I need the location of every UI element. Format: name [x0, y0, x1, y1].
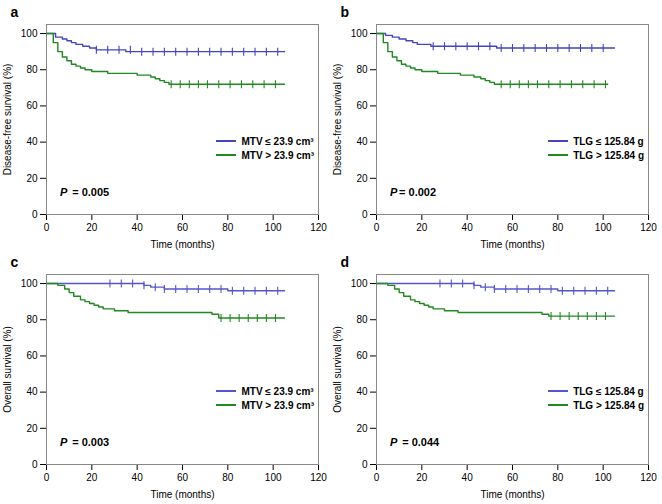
svg-text:0: 0 [374, 472, 380, 483]
svg-text:120: 120 [640, 222, 657, 233]
svg-text:20: 20 [86, 222, 98, 233]
svg-text:20: 20 [356, 423, 368, 434]
svg-text:20: 20 [86, 472, 98, 483]
html-text:MTV ≤ 23.9 cm³: MTV ≤ 23.9 cm³ [241, 135, 314, 147]
svg-text:= 0.044: = 0.044 [399, 436, 440, 448]
svg-text:60: 60 [26, 350, 38, 361]
svg-text:40: 40 [132, 222, 144, 233]
svg-text:P: P [60, 186, 68, 198]
svg-text:60: 60 [356, 350, 368, 361]
html-text:MTV ≤ 23.9 cm³: MTV ≤ 23.9 cm³ [241, 385, 314, 397]
svg-text:80: 80 [552, 472, 564, 483]
svg-text:40: 40 [356, 136, 368, 147]
svg-text:20: 20 [416, 222, 428, 233]
svg-text:120: 120 [310, 472, 327, 483]
svg-text:Time (months): Time (months) [150, 489, 214, 500]
svg-text:0: 0 [32, 459, 38, 470]
svg-text:100: 100 [351, 28, 368, 39]
svg-text:b: b [341, 4, 350, 20]
svg-text:P: P [60, 436, 68, 448]
svg-text:120: 120 [640, 472, 657, 483]
svg-text:20: 20 [416, 472, 428, 483]
svg-text:80: 80 [222, 472, 234, 483]
svg-text:100: 100 [21, 28, 38, 39]
svg-text:80: 80 [26, 64, 38, 75]
svg-text:120: 120 [310, 222, 327, 233]
svg-text:80: 80 [356, 314, 368, 325]
svg-text:100: 100 [21, 278, 38, 289]
svg-text:Overall survival (%): Overall survival (%) [332, 326, 343, 413]
svg-text:Overall survival (%): Overall survival (%) [2, 326, 13, 413]
svg-text:0: 0 [362, 459, 368, 470]
svg-text:0: 0 [32, 209, 38, 220]
svg-text:Time (months): Time (months) [480, 489, 544, 500]
html-text:TLG ≤ 125.84 g: TLG ≤ 125.84 g [573, 385, 644, 397]
html-text:MTV > 23.9 cm³: MTV > 23.9 cm³ [241, 399, 314, 411]
svg-text:60: 60 [26, 100, 38, 111]
svg-text:= 0.002: = 0.002 [399, 186, 436, 198]
svg-text:Disease-free survival (%): Disease-free survival (%) [2, 64, 13, 176]
svg-text:Time (months): Time (months) [150, 239, 214, 250]
svg-text:80: 80 [26, 314, 38, 325]
svg-text:80: 80 [356, 64, 368, 75]
svg-text:80: 80 [222, 222, 234, 233]
svg-text:a: a [11, 4, 19, 20]
svg-text:80: 80 [552, 222, 564, 233]
svg-text:0: 0 [44, 222, 50, 233]
svg-text:0: 0 [374, 222, 380, 233]
svg-text:100: 100 [595, 222, 612, 233]
svg-text:40: 40 [132, 472, 144, 483]
svg-text:100: 100 [265, 472, 282, 483]
svg-text:= 0.003: = 0.003 [69, 436, 109, 448]
svg-text:0: 0 [362, 209, 368, 220]
svg-text:40: 40 [462, 222, 474, 233]
svg-text:P: P [390, 436, 398, 448]
svg-text:100: 100 [265, 222, 282, 233]
svg-text:20: 20 [26, 423, 38, 434]
svg-text:P: P [390, 186, 398, 198]
svg-text:60: 60 [356, 100, 368, 111]
svg-text:60: 60 [177, 472, 189, 483]
svg-text:Time (months): Time (months) [480, 239, 544, 250]
svg-text:20: 20 [26, 173, 38, 184]
svg-text:Disease-free survival (%): Disease-free survival (%) [332, 64, 343, 176]
html-text:TLG ≤ 125.84 g: TLG ≤ 125.84 g [573, 135, 644, 147]
svg-text:20: 20 [356, 173, 368, 184]
svg-text:= 0.005: = 0.005 [69, 186, 109, 198]
svg-text:40: 40 [356, 386, 368, 397]
svg-text:40: 40 [26, 386, 38, 397]
svg-text:60: 60 [507, 472, 519, 483]
html-text:TLG > 125.84 g: TLG > 125.84 g [573, 149, 644, 161]
svg-text:40: 40 [462, 472, 474, 483]
svg-text:40: 40 [26, 136, 38, 147]
svg-text:100: 100 [351, 278, 368, 289]
svg-text:60: 60 [177, 222, 189, 233]
svg-text:60: 60 [507, 222, 519, 233]
svg-text:0: 0 [44, 472, 50, 483]
html-text:MTV > 23.9 cm³: MTV > 23.9 cm³ [241, 149, 314, 161]
svg-text:100: 100 [595, 472, 612, 483]
svg-text:d: d [341, 254, 350, 270]
html-text:TLG > 125.84 g: TLG > 125.84 g [573, 399, 644, 411]
svg-text:c: c [11, 254, 19, 270]
